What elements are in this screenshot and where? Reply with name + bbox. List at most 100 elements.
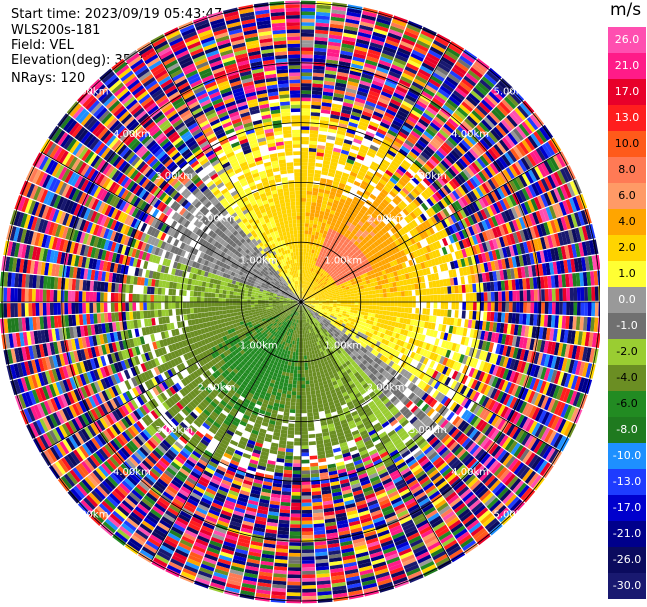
velocity-gate <box>475 173 485 185</box>
velocity-gate <box>325 284 329 288</box>
velocity-gate <box>347 178 355 184</box>
velocity-gate <box>476 141 488 153</box>
velocity-gate <box>351 299 355 302</box>
velocity-gate <box>432 193 440 203</box>
velocity-gate <box>457 198 466 209</box>
velocity-gate <box>567 214 575 229</box>
velocity-gate <box>583 316 588 331</box>
velocity-gate <box>360 274 365 279</box>
velocity-gate <box>381 49 396 58</box>
velocity-gate <box>487 261 493 272</box>
velocity-gate <box>452 112 464 123</box>
velocity-gate <box>435 231 442 241</box>
velocity-gate <box>477 81 490 94</box>
velocity-gate <box>394 88 407 97</box>
velocity-gate <box>495 354 503 366</box>
velocity-gate <box>481 340 488 351</box>
velocity-gate <box>379 306 384 311</box>
velocity-gate <box>410 109 422 118</box>
velocity-gate <box>512 427 522 440</box>
velocity-gate <box>317 247 322 252</box>
velocity-gate <box>396 312 401 318</box>
velocity-gate <box>320 260 325 265</box>
velocity-gate <box>325 146 334 151</box>
velocity-gate <box>533 289 538 302</box>
velocity-gate <box>309 279 313 283</box>
velocity-gate <box>309 130 319 135</box>
velocity-gate <box>542 381 551 395</box>
velocity-gate <box>347 317 353 322</box>
velocity-gate <box>515 313 520 325</box>
velocity-gate <box>354 45 368 53</box>
velocity-gate <box>378 342 385 349</box>
velocity-gate <box>511 256 518 268</box>
velocity-gate <box>356 38 370 46</box>
velocity-gate <box>499 185 509 197</box>
velocity-gate <box>308 158 316 163</box>
velocity-gate <box>327 172 335 178</box>
velocity-gate <box>286 595 301 600</box>
velocity-gate <box>346 270 351 275</box>
velocity-gate <box>391 349 397 356</box>
velocity-gate <box>453 64 467 75</box>
velocity-gate <box>504 280 509 291</box>
velocity-gate <box>569 287 574 301</box>
velocity-gate <box>307 362 312 367</box>
velocity-gate <box>362 348 368 354</box>
velocity-gate <box>480 383 488 395</box>
velocity-gate <box>343 327 348 332</box>
velocity-gate <box>394 322 400 328</box>
velocity-gate <box>304 304 307 307</box>
velocity-gate <box>481 321 487 331</box>
velocity-gate <box>320 310 324 314</box>
velocity-gate <box>463 257 470 267</box>
velocity-gate <box>398 79 411 88</box>
velocity-gate <box>566 287 571 301</box>
velocity-gate <box>383 185 391 193</box>
velocity-gate <box>383 46 397 54</box>
velocity-gate <box>385 345 391 352</box>
velocity-gate <box>567 344 574 359</box>
velocity-gate <box>548 205 557 219</box>
velocity-gate <box>376 302 380 306</box>
velocity-gate <box>301 79 312 84</box>
velocity-gate <box>508 302 513 313</box>
velocity-gate <box>307 290 310 294</box>
velocity-gate <box>566 389 574 404</box>
velocity-gate <box>450 93 463 104</box>
velocity-gate <box>394 154 404 163</box>
velocity-gate <box>414 142 425 151</box>
velocity-gate <box>532 211 540 225</box>
velocity-gate <box>329 316 333 320</box>
velocity-gate <box>302 585 317 590</box>
velocity-gate <box>454 175 464 186</box>
velocity-gate <box>536 460 548 474</box>
velocity-gate <box>453 318 459 327</box>
velocity-gate <box>315 15 330 20</box>
velocity-gate <box>531 407 541 420</box>
velocity-gate <box>322 98 333 104</box>
velocity-gate <box>543 429 554 443</box>
velocity-gate <box>301 291 303 295</box>
velocity-gate <box>302 567 316 572</box>
velocity-gate <box>379 242 386 249</box>
velocity-gate <box>301 395 307 399</box>
velocity-gate <box>566 302 571 316</box>
velocity-gate <box>317 275 322 280</box>
velocity-gate <box>310 263 314 268</box>
velocity-gate <box>334 140 344 146</box>
velocity-gate <box>316 290 320 293</box>
velocity-gate <box>375 309 380 315</box>
velocity-gate <box>473 380 482 391</box>
velocity-gate <box>312 408 319 413</box>
velocity-gate <box>498 248 505 259</box>
velocity-gate <box>392 119 403 128</box>
velocity-gate <box>361 223 368 230</box>
velocity-gate <box>467 69 481 82</box>
velocity-gate <box>480 330 486 341</box>
velocity-gate <box>291 488 301 493</box>
velocity-gate <box>434 338 440 346</box>
velocity-gate <box>321 315 326 319</box>
field-label: Field: VEL <box>11 38 74 53</box>
velocity-gate <box>460 336 466 345</box>
